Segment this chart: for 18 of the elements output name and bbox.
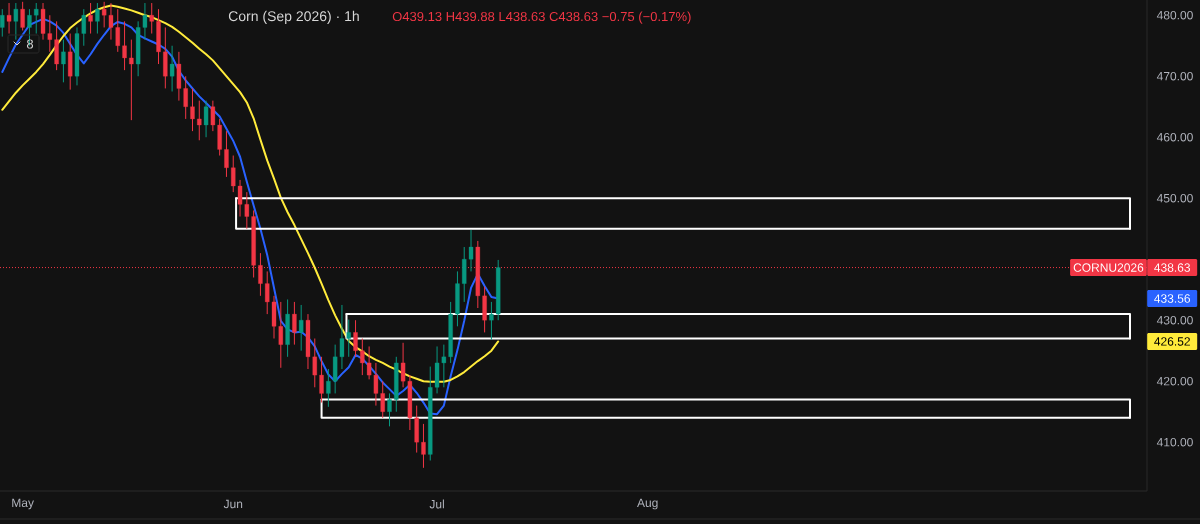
ref-line-label: CORNU2026 xyxy=(1073,263,1144,272)
y-tick-label: 470.00 xyxy=(1156,71,1193,81)
y-tick-label: 433.56 xyxy=(1154,294,1190,303)
x-tick-label: Aug xyxy=(637,498,658,510)
y-tick-label: 426.52 xyxy=(1154,337,1190,346)
x-tick-label: Jun xyxy=(223,499,243,509)
x-tick-label: Jul xyxy=(429,499,444,509)
text: O439.13 H439.88 L438.63 C438.63 −0.75 (−0.17%) xyxy=(392,11,691,24)
text: Corn (Sep 2026) · 1h xyxy=(228,10,359,24)
annotation: 8 xyxy=(26,39,34,49)
x-tick-label: May xyxy=(12,498,34,510)
y-tick-label: 480.00 xyxy=(1156,11,1193,20)
y-tick-label: 410.00 xyxy=(1156,437,1193,447)
y-tick-label: 420.00 xyxy=(1156,376,1193,386)
y-tick-label: 430.00 xyxy=(1156,315,1193,325)
y-tick-label: 450.00 xyxy=(1156,193,1193,203)
y-tick-label: 438.63 xyxy=(1154,263,1190,272)
y-tick-label: 460.00 xyxy=(1156,132,1193,142)
